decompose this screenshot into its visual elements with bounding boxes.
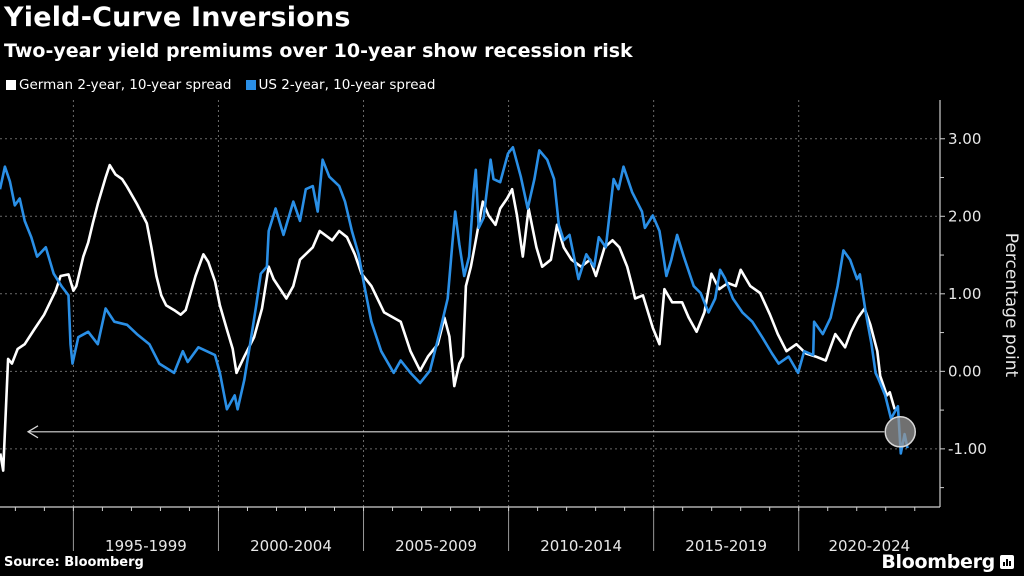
x-tick-label: 2005-2009	[395, 537, 477, 555]
series-line-german	[0, 163, 896, 472]
source-note: Source: Bloomberg	[4, 555, 144, 570]
legend-item-us: US 2-year, 10-year spread	[245, 77, 436, 93]
gridlines	[0, 100, 940, 507]
x-tick-label: 2020-2024	[828, 537, 910, 555]
highlight-circle	[884, 416, 917, 448]
annotation	[26, 416, 917, 448]
y-tick-label: -1.00	[948, 440, 987, 458]
chart-title: Yield-Curve Inversions	[4, 2, 351, 33]
axes: 3.00 2.00 1.00 0.00 -1.00 1995-1999 2000-2004 2…	[0, 100, 987, 555]
y-tick-label: 2.00	[948, 207, 981, 225]
x-tick-label: 1995-1999	[105, 537, 187, 555]
series-lines	[0, 146, 909, 472]
brand-name: Bloomberg	[881, 551, 995, 573]
x-tick-label: 2000-2004	[250, 537, 332, 555]
x-tick-label: 2015-2019	[685, 537, 767, 555]
legend-item-german: German 2-year, 10-year spread	[6, 77, 232, 93]
legend-swatch-us	[245, 80, 256, 90]
legend-label-german: German 2-year, 10-year spread	[19, 77, 232, 93]
bloomberg-chart-icon	[1000, 555, 1014, 569]
x-tick-label: 2010-2014	[540, 537, 622, 555]
y-tick-label: 1.00	[948, 285, 981, 303]
legend: German 2-year, 10-year spread US 2-year,…	[6, 77, 435, 93]
arrow-left-icon	[26, 425, 39, 439]
brand-logo: Bloomberg	[881, 551, 1014, 573]
legend-label-us: US 2-year, 10-year spread	[258, 77, 436, 93]
y-axis-label: Percentage point	[1001, 233, 1021, 378]
legend-swatch-german	[6, 80, 16, 90]
y-tick-label: 0.00	[948, 362, 981, 380]
y-tick-label: 3.00	[948, 130, 981, 148]
chart-subtitle: Two-year yield premiums over 10-year sho…	[4, 40, 633, 62]
series-line-us	[0, 146, 909, 455]
